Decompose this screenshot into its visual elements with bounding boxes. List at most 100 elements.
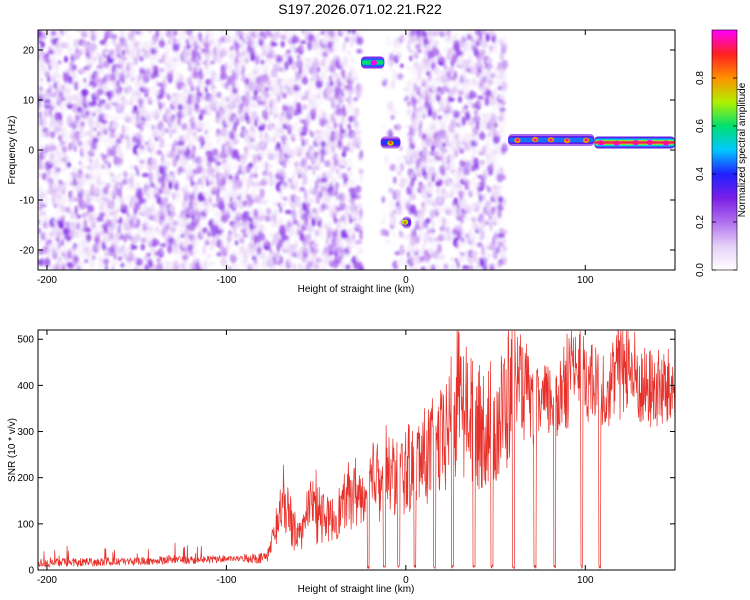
spectrogram-noise-cell <box>461 115 466 126</box>
spectrogram-noise-cell <box>121 124 125 135</box>
spectrogram-noise-cell <box>332 149 337 157</box>
spectrogram-noise-cell <box>95 175 102 186</box>
spectrogram-noise-cell <box>496 163 501 174</box>
spectrogram-noise-cell <box>485 89 492 98</box>
spectrogram-noise-cell <box>176 71 180 81</box>
spectrogram-noise-cell <box>213 166 220 171</box>
spectrogram-noise-cell <box>346 57 350 67</box>
spectrogram-noise-cell <box>292 176 300 187</box>
spectrogram-noise-cell <box>449 257 456 262</box>
spectrogram-noise-cell <box>133 234 141 242</box>
spectrogram-noise-cell <box>123 112 131 122</box>
spectrogram-noise-cell <box>152 264 157 270</box>
spectrogram-noise-cell <box>399 196 407 207</box>
spectrogram-noise-cell <box>105 40 109 48</box>
spectrogram-noise-cell <box>384 230 390 237</box>
spectrogram-noise-cell <box>145 67 152 77</box>
spectrogram-noise-cell <box>261 123 266 128</box>
spectrogram-noise-cell <box>487 78 494 86</box>
spectrogram-noise-cell <box>232 198 238 209</box>
spectrogram-noise-cell <box>89 258 95 269</box>
spectrogram-noise-cell <box>41 196 49 205</box>
spectrogram-noise-cell <box>487 218 491 225</box>
spectrogram-noise-cell <box>160 137 165 148</box>
spectrogram-noise-cell <box>356 36 364 46</box>
spectrogram-noise-cell <box>136 187 143 193</box>
spectrogram-noise-cell <box>67 223 71 232</box>
spectrogram-noise-cell <box>308 33 315 42</box>
spectrogram-noise-cell <box>310 131 315 138</box>
spectrogram-noise-cell <box>355 91 362 99</box>
spectrogram-noise-cell <box>76 74 80 82</box>
spectrogram-noise-cell <box>161 80 168 90</box>
spectrogram-noise-cell <box>43 216 48 223</box>
spectrogram-noise-cell <box>275 169 279 174</box>
spectrogram-noise-cell <box>437 85 441 93</box>
spectrogram-noise-cell <box>115 145 123 155</box>
spectrogram-noise-cell <box>64 55 68 63</box>
spectrogram-noise-cell <box>110 74 116 82</box>
spectrogram-noise-cell <box>129 68 135 77</box>
spectrogram-noise-cell <box>478 30 483 37</box>
spectrogram-noise-cell <box>55 126 61 133</box>
spectrogram-noise-cell <box>129 200 134 208</box>
spectrogram-noise-cell <box>354 107 360 117</box>
spectrogram-noise-cell <box>492 71 498 80</box>
spectrogram-noise-cell <box>196 85 200 92</box>
spectrogram-noise-cell <box>501 245 508 252</box>
spectrogram-noise-cell <box>238 193 244 198</box>
spectrogram-noise-cell <box>345 227 353 234</box>
spectrogram-noise-cell <box>220 95 228 102</box>
spectrogram-noise-cell <box>38 185 44 194</box>
spectrogram-noise-cell <box>141 172 149 178</box>
spectrogram-noise-cell <box>190 35 196 43</box>
spectrogram-noise-cell <box>95 31 101 40</box>
spectrogram-noise-cell <box>112 37 117 46</box>
spectrogram-noise-cell <box>176 149 184 155</box>
spectrogram-noise-cell <box>260 30 264 37</box>
spectrogram-noise-cell <box>234 233 240 238</box>
spectrogram-noise-cell <box>488 30 496 37</box>
spectrogram-noise-cell <box>92 137 100 143</box>
spectrogram-noise-cell <box>210 76 214 87</box>
spectrogram-noise-cell <box>169 69 174 76</box>
spectrogram-noise-cell <box>381 72 386 82</box>
spectrogram-noise-cell <box>126 204 131 212</box>
spectrogram-noise-cell <box>254 30 260 37</box>
spectrogram-noise-cell <box>68 46 74 57</box>
spectrogram-noise-cell <box>280 218 284 226</box>
y-tick-label: 0 <box>28 566 34 577</box>
spectrogram-noise-cell <box>235 154 241 160</box>
spectrogram-noise-cell <box>238 254 242 262</box>
spectrogram-noise-cell <box>113 215 118 222</box>
spectrogram-noise-cell <box>248 162 254 169</box>
spectrogram-noise-cell <box>436 129 440 138</box>
spectrogram-noise-cell <box>85 233 92 241</box>
spectrogram-noise-cell <box>100 180 106 186</box>
colorbar-tick-label: 0.8 <box>695 71 706 85</box>
colorbar-tick-label: 0.2 <box>695 215 706 229</box>
spectrogram-noise-cell <box>111 114 117 119</box>
spectrogram-noise-cell <box>123 169 127 179</box>
spectrogram-noise-cell <box>260 151 264 158</box>
spectrogram-noise-cell <box>205 141 213 151</box>
spectrogram-noise-cell <box>39 47 45 58</box>
spectrogram-noise-cell <box>167 160 171 167</box>
spectrogram-noise-cell <box>198 113 204 121</box>
spectrogram-noise-cell <box>253 255 258 266</box>
spectrogram-noise-cell <box>113 203 120 209</box>
spectrogram-noise-cell <box>396 73 404 80</box>
spectrogram-noise-cell <box>213 38 216 48</box>
spectrogram-noise-cell <box>158 67 165 73</box>
spectrogram-noise-cell <box>102 234 109 244</box>
spectrogram-noise-cell <box>217 136 224 143</box>
spectrogram-noise-cell <box>453 118 457 123</box>
spectrogram-noise-cell <box>310 76 314 82</box>
spectrogram-noise-cell <box>453 224 456 229</box>
spectrogram-noise-cell <box>272 153 276 161</box>
spectrogram-noise-cell <box>84 259 89 263</box>
spectrogram-noise-cell <box>198 135 205 143</box>
spectrogram-noise-cell <box>411 187 419 195</box>
spectrogram-noise-cell <box>392 48 397 55</box>
spectrogram-noise-cell <box>191 48 199 56</box>
